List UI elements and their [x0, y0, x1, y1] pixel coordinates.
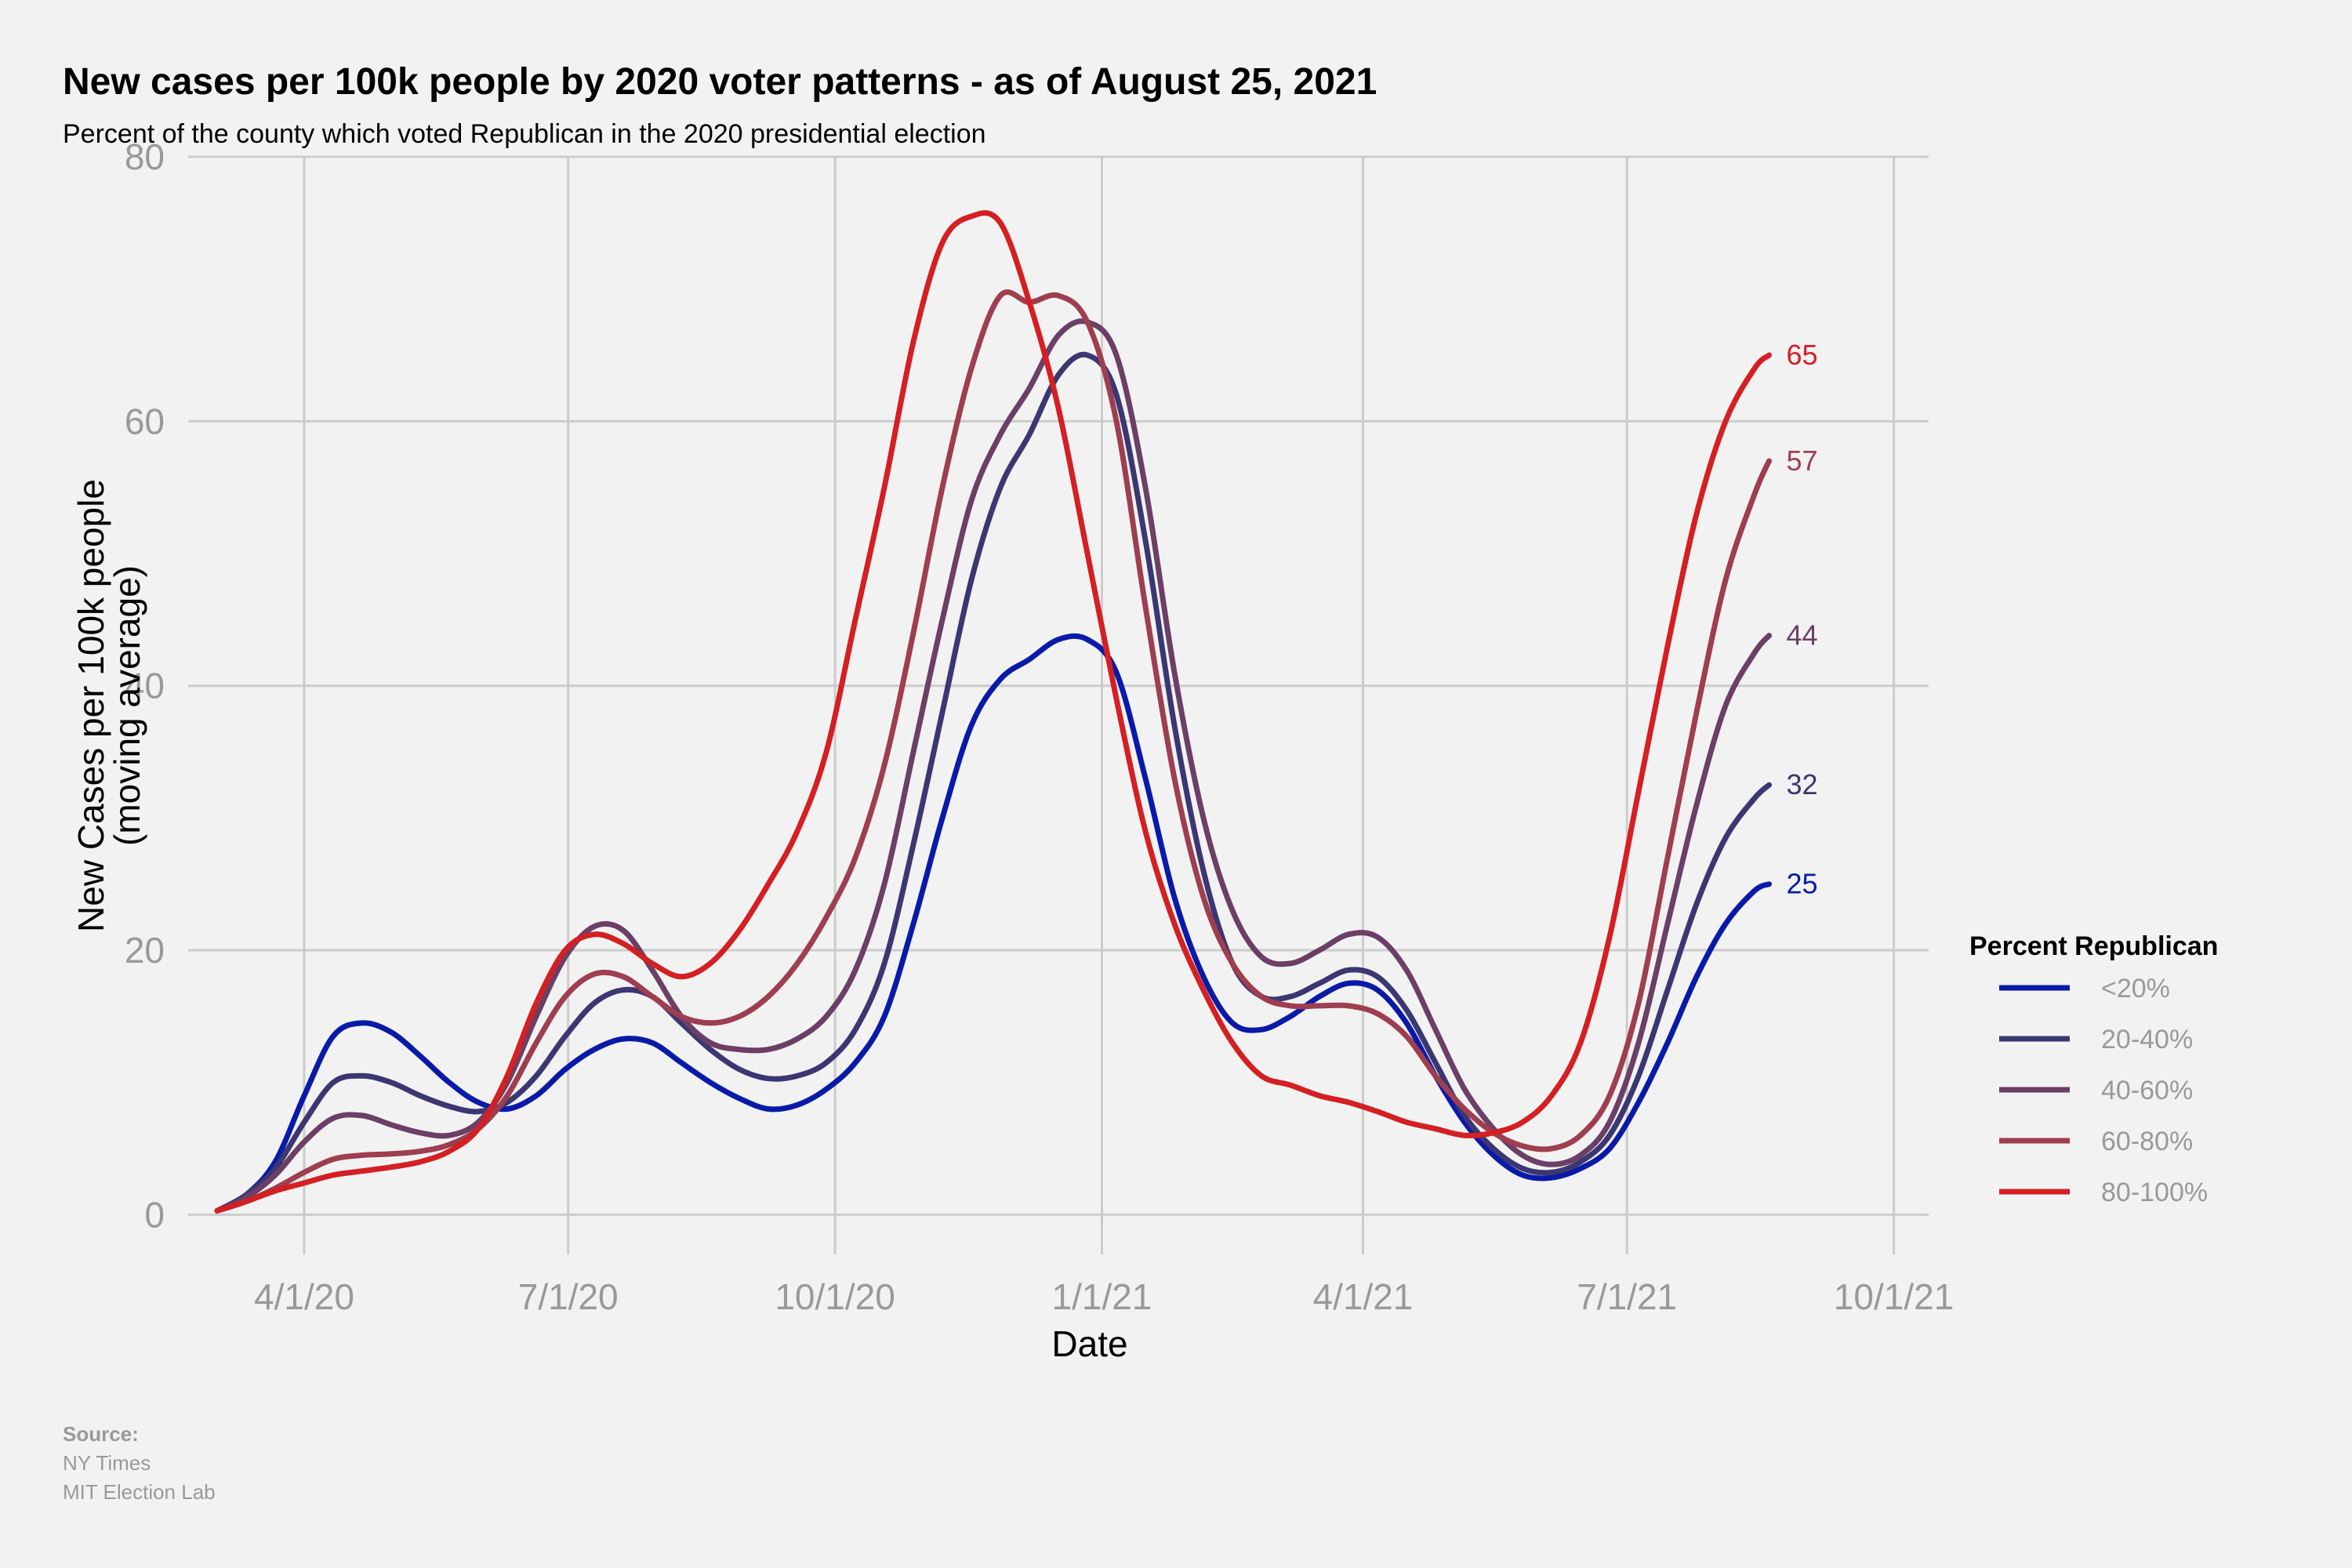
end-label: 32	[1787, 768, 1818, 800]
series-line	[214, 633, 1772, 1214]
x-tick-label: 7/1/21	[1577, 1276, 1677, 1317]
x-tick-label: 7/1/20	[518, 1276, 619, 1317]
legend-label: 40-60%	[2101, 1076, 2193, 1105]
end-label: 57	[1787, 445, 1818, 477]
chart-subtitle: Percent of the county which voted Republ…	[63, 119, 986, 149]
series-line	[214, 289, 1772, 1214]
legend-label: 60-80%	[2101, 1127, 2193, 1156]
x-axis-ticks: 4/1/20 7/1/20 10/1/20 1/1/21 4/1/21 7/1/21 10/…	[254, 1276, 1954, 1317]
x-tick-label: 10/1/20	[775, 1276, 895, 1317]
end-label: 25	[1787, 868, 1818, 900]
y-axis-title: New Cases per 100k people (moving averag…	[71, 479, 147, 932]
legend-label: 80-100%	[2101, 1178, 2208, 1207]
y-axis-title-line2: (moving average)	[107, 565, 147, 846]
source-line: MIT Election Lab	[63, 1480, 216, 1504]
y-axis-ticks: 0 20 40 60 80	[125, 136, 165, 1235]
legend-label: 20-40%	[2101, 1025, 2193, 1054]
y-tick-label: 80	[125, 136, 165, 177]
chart-title: New cases per 100k people by 2020 voter …	[63, 61, 1377, 103]
series-line	[214, 351, 1772, 1214]
source-heading: Source:	[63, 1422, 139, 1446]
end-labels: 25 32 44 57 65	[1787, 339, 1818, 900]
x-tick-label: 1/1/21	[1052, 1276, 1152, 1317]
gridlines	[188, 155, 1929, 1254]
y-tick-label: 0	[144, 1194, 165, 1235]
end-label: 65	[1787, 339, 1818, 371]
y-axis-title-line1: New Cases per 100k people	[71, 479, 111, 932]
x-axis-title: Date	[1051, 1323, 1127, 1364]
series-line	[214, 210, 1772, 1214]
legend-title: Percent Republican	[1969, 931, 2218, 961]
series-lines	[214, 210, 1772, 1214]
series-line	[214, 318, 1772, 1214]
y-tick-label: 60	[125, 401, 165, 441]
source-line: NY Times	[63, 1451, 151, 1475]
legend-label: <20%	[2101, 974, 2170, 1004]
source-note: Source: NY Times MIT Election Lab	[63, 1422, 216, 1504]
x-tick-label: 4/1/20	[254, 1276, 354, 1317]
x-tick-label: 10/1/21	[1834, 1276, 1954, 1317]
end-label: 44	[1787, 619, 1818, 652]
y-tick-label: 20	[125, 930, 165, 971]
x-tick-label: 4/1/21	[1313, 1276, 1414, 1317]
legend: Percent Republican <20% 20-40% 40-60% 60-80…	[1969, 931, 2218, 1207]
y-tick-label: 40	[125, 666, 165, 706]
